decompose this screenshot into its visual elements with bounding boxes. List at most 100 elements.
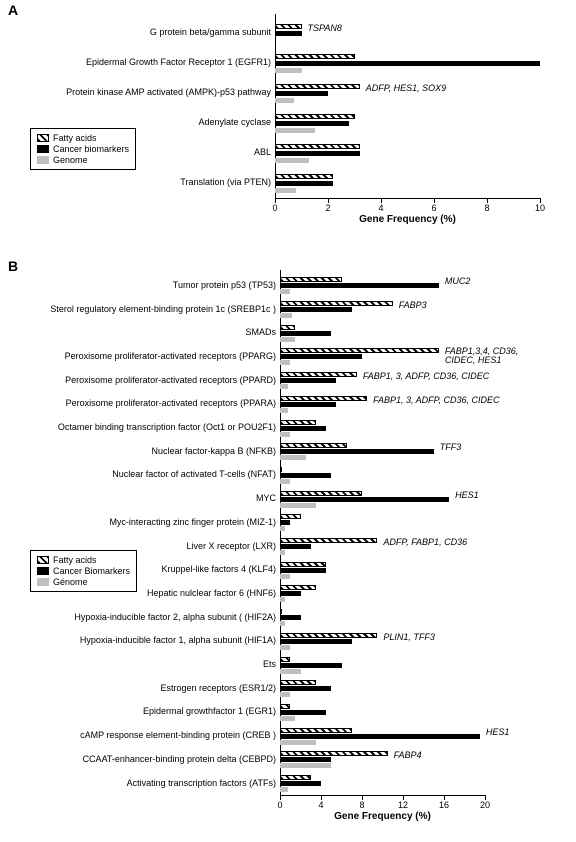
annotation-label: HES1	[455, 490, 479, 500]
bar-fatty	[280, 680, 316, 685]
bar-cancer	[275, 91, 328, 96]
x-tick-label: 4	[318, 800, 323, 810]
category-label: MYC	[256, 493, 280, 503]
category-label: Peroxisome proliferator-activated recept…	[66, 398, 280, 408]
panel-label-B: B	[8, 258, 18, 274]
bar-genome	[275, 68, 302, 73]
bar-fatty	[275, 144, 360, 149]
bar-genome	[280, 597, 285, 602]
chart-row: Nuclear factor of activated T-cells (NFA…	[280, 467, 485, 484]
bar-fatty	[280, 728, 352, 733]
chart-row: Myc-interacting zinc finger protein (MIZ…	[280, 514, 485, 531]
chart-row: Peroxisome proliferator-activated recept…	[280, 396, 485, 413]
category-label: SMADs	[245, 327, 280, 337]
bar-genome	[280, 432, 290, 437]
chart-row: Epidermal growthfactor 1 (EGR1)	[280, 704, 485, 721]
bar-genome	[280, 621, 285, 626]
chart-row: Peroxisome proliferator-activated recept…	[280, 348, 485, 365]
bar-cancer	[280, 757, 331, 762]
x-tick-label: 0	[277, 800, 282, 810]
legend-label: Génome	[53, 577, 88, 587]
bar-genome	[280, 574, 290, 579]
bar-cancer	[275, 181, 333, 186]
bar-genome	[280, 384, 288, 389]
bar-fatty	[280, 491, 362, 496]
bar-fatty	[280, 301, 393, 306]
bar-fatty	[275, 84, 360, 89]
bar-cancer	[280, 426, 326, 431]
bar-fatty	[280, 467, 282, 472]
legend-label: Fatty acids	[53, 133, 97, 143]
category-label: ABL	[254, 147, 275, 157]
x-tick-label: 0	[272, 203, 277, 213]
annotation-label: ADFP, HES1, SOX9	[366, 83, 446, 93]
legend: Fatty acidsCancer BiomarkersGénome	[30, 550, 137, 592]
category-label: Peroxisome proliferator-activated recept…	[65, 351, 280, 361]
bar-genome	[280, 408, 288, 413]
bar-genome	[280, 526, 285, 531]
annotation-label: TFF3	[440, 442, 462, 452]
chart-row: Translation (via PTEN)	[275, 174, 540, 193]
legend-item: Génome	[37, 577, 130, 587]
bar-genome	[280, 503, 316, 508]
bar-genome	[280, 692, 290, 697]
bar-genome	[280, 337, 295, 342]
chart-row: Octamer binding transcription factor (Oc…	[280, 420, 485, 437]
bar-fatty	[280, 751, 388, 756]
chart-row: Activating transcription factors (ATFs)	[280, 775, 485, 792]
bar-genome	[280, 669, 301, 674]
annotation-label: HES1	[486, 727, 510, 737]
legend-swatch	[37, 156, 49, 164]
bar-cancer	[275, 61, 540, 66]
legend-swatch	[37, 145, 49, 153]
bar-fatty	[280, 514, 301, 519]
legend-item: Cancer biomarkers	[37, 144, 129, 154]
bar-fatty	[280, 443, 347, 448]
legend-label: Genome	[53, 155, 88, 165]
bar-fatty	[280, 325, 295, 330]
category-label: Tumor protein p53 (TP53)	[173, 280, 280, 290]
bar-fatty	[275, 114, 355, 119]
bar-cancer	[280, 568, 326, 573]
x-tick-label: 2	[325, 203, 330, 213]
bar-cancer	[275, 151, 360, 156]
bar-cancer	[280, 591, 301, 596]
bar-cancer	[280, 497, 449, 502]
chart-row: Tumor protein p53 (TP53)MUC2	[280, 277, 485, 294]
bar-fatty	[280, 348, 439, 353]
bar-fatty	[275, 54, 355, 59]
chart-row: Hypoxia-inducible factor 2, alpha subuni…	[280, 609, 485, 626]
category-label: Activating transcription factors (ATFs)	[127, 778, 280, 788]
bar-cancer	[280, 473, 331, 478]
bar-cancer	[275, 121, 349, 126]
x-axis-title: Gene Frequency (%)	[359, 214, 456, 225]
legend-swatch	[37, 567, 49, 575]
bar-cancer	[280, 449, 434, 454]
chart-row: ABL	[275, 144, 540, 163]
annotation-label: FABP1, 3, ADFP, CD36, CIDEC	[363, 371, 489, 381]
legend-item: Genome	[37, 155, 129, 165]
annotation-label: MUC2	[445, 276, 471, 286]
category-label: Hypoxia-inducible factor 1, alpha subuni…	[80, 635, 280, 645]
bar-fatty	[280, 372, 357, 377]
x-tick-label: 10	[535, 203, 545, 213]
chart-row: Peroxisome proliferator-activated recept…	[280, 372, 485, 389]
bar-fatty	[275, 24, 302, 29]
bar-cancer	[280, 354, 362, 359]
chart-row: Hypoxia-inducible factor 1, alpha subuni…	[280, 633, 485, 650]
x-tick-label: 12	[398, 800, 408, 810]
category-label: Adenylate cyclase	[198, 117, 275, 127]
legend: Fatty acidsCancer biomarkersGenome	[30, 128, 136, 170]
category-label: Kruppel-like factors 4 (KLF4)	[161, 564, 280, 574]
category-label: Hypoxia-inducible factor 2, alpha subuni…	[74, 612, 280, 622]
category-label: Octamer binding transcription factor (Oc…	[58, 422, 280, 432]
bar-fatty	[275, 174, 333, 179]
bar-genome	[275, 128, 315, 133]
bar-cancer	[280, 734, 480, 739]
category-label: G protein beta/gamma subunit	[150, 27, 275, 37]
bar-cancer	[280, 331, 331, 336]
bar-genome	[280, 289, 290, 294]
bar-cancer	[280, 283, 439, 288]
bar-genome	[275, 188, 296, 193]
category-label: Peroxisome proliferator-activated recept…	[65, 375, 280, 385]
